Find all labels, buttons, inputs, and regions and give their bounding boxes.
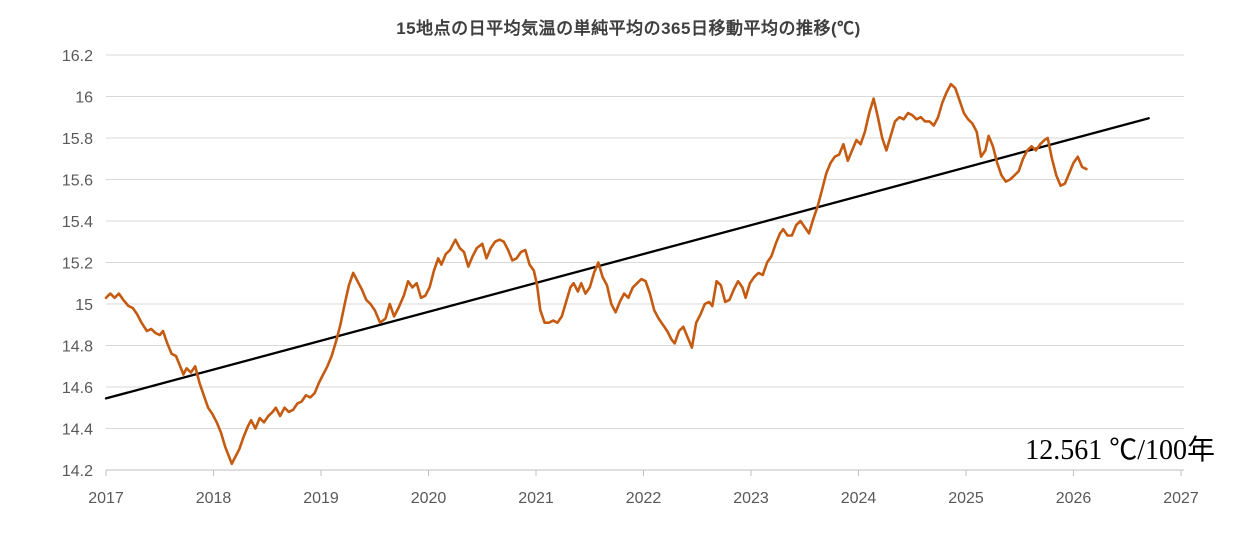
trend-slope-label: 12.561 ℃/100年	[1025, 435, 1215, 466]
y-tick-label: 14.2	[62, 463, 93, 480]
x-tick-label: 2026	[1056, 490, 1092, 507]
x-tick-label: 2027	[1163, 490, 1199, 507]
y-tick-label: 15.6	[62, 173, 93, 190]
x-tick-label: 2022	[626, 490, 662, 507]
y-tick-label: 14.6	[62, 380, 93, 397]
y-tick-label: 15.2	[62, 256, 93, 273]
y-tick-label: 16.2	[62, 48, 93, 65]
x-tick-label: 2021	[518, 490, 554, 507]
x-tick-label: 2020	[411, 490, 447, 507]
x-tick-label: 2018	[196, 490, 232, 507]
y-tick-label: 15	[75, 297, 93, 314]
x-tick-label: 2024	[841, 490, 877, 507]
temperature-series-line	[104, 82, 1088, 466]
y-tick-label: 15.4	[62, 214, 93, 231]
x-tick-label: 2025	[948, 490, 984, 507]
x-tick-label: 2023	[733, 490, 769, 507]
trend-line	[104, 117, 1150, 400]
y-tick-label: 14.8	[62, 339, 93, 356]
x-tick-label: 2019	[303, 490, 339, 507]
y-tick-label: 16	[75, 90, 93, 107]
x-tick-label: 2017	[88, 490, 124, 507]
chart-title: 15地点の日平均気温の単純平均の365日移動平均の推移(℃)	[396, 19, 861, 38]
y-tick-label: 14.4	[62, 422, 93, 439]
y-tick-label: 15.8	[62, 131, 93, 148]
